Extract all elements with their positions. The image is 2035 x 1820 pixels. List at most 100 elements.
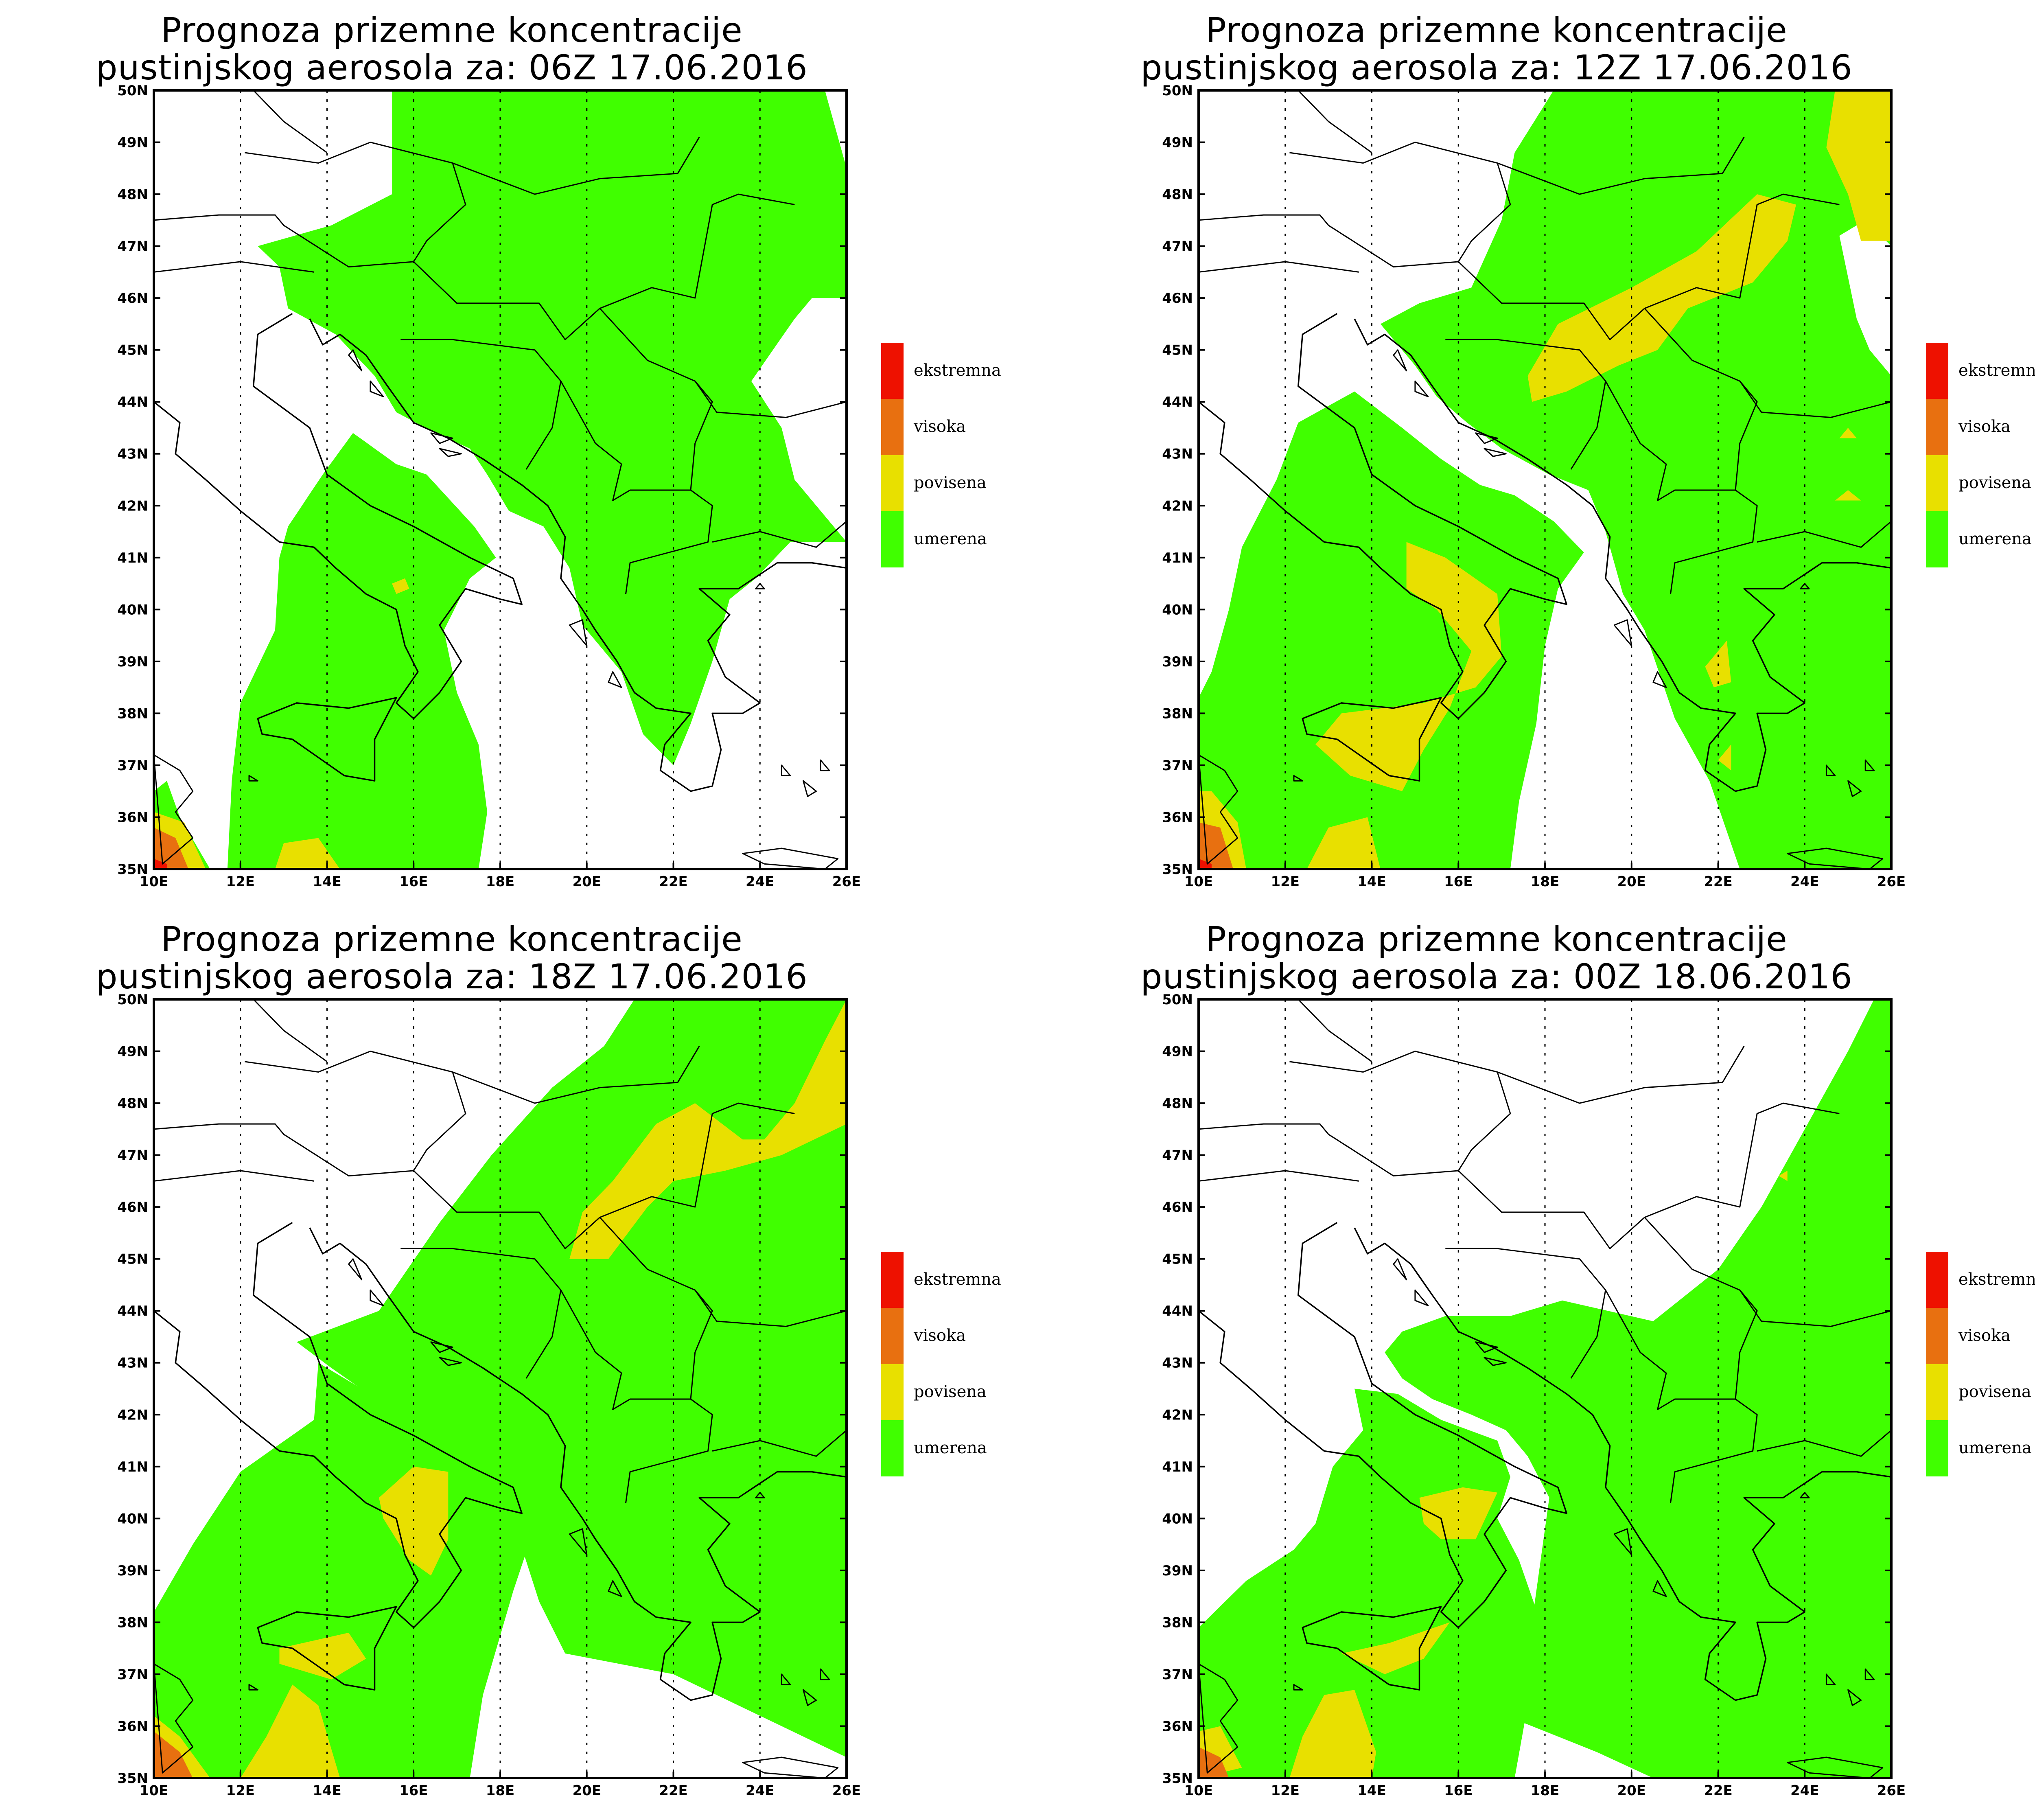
concentration-area — [1839, 428, 1857, 438]
legend-label: povisena — [1958, 473, 2031, 492]
lon-tick-label: 10E — [140, 874, 168, 890]
country-border — [560, 1290, 713, 1503]
country-border — [1757, 1430, 1891, 1457]
lat-tick-label: 42N — [1162, 1407, 1193, 1423]
balkan-coastline — [309, 1227, 847, 1701]
lat-tick-label: 45N — [117, 1251, 148, 1268]
concentration-area — [1380, 90, 1891, 869]
country-border — [1644, 308, 1758, 491]
lon-tick-label: 20E — [1617, 1783, 1646, 1799]
legend-swatch — [1926, 1252, 1948, 1308]
island-outline — [370, 380, 384, 397]
island-outline — [154, 1663, 194, 1774]
legend: ekstremna visoka povisena umerena — [881, 1252, 1001, 1476]
island-outline — [742, 848, 839, 869]
legend-label: umerena — [1958, 1439, 2032, 1457]
island-outline — [1613, 619, 1632, 647]
lat-tick-label: 44N — [1162, 1303, 1193, 1319]
concentration-area — [1199, 859, 1212, 869]
concentration-area — [1341, 1622, 1450, 1674]
island-outline — [430, 432, 453, 444]
island-outline — [1825, 764, 1836, 776]
title-line-2: pustinjskog aerosola za: 00Z 18.06.2016 — [1140, 957, 1853, 997]
legend-label: povisena — [914, 473, 987, 492]
country-border — [413, 1072, 466, 1171]
island-outline — [1475, 1341, 1498, 1353]
legend-swatch — [1926, 399, 1948, 455]
lat-tick-label: 49N — [117, 1044, 148, 1060]
title-line-2: pustinjskog aerosola za: 18Z 17.06.2016 — [96, 957, 808, 997]
lon-tick-label: 12E — [1271, 1783, 1300, 1799]
concentration-area — [1199, 1389, 1541, 1778]
lat-tick-label: 36N — [117, 809, 148, 826]
country-border — [400, 1248, 562, 1379]
concentration-area — [154, 859, 167, 869]
island-outline — [1475, 432, 1498, 444]
legend-swatch — [881, 1308, 904, 1364]
lon-tick-label: 16E — [399, 874, 428, 890]
country-border — [1298, 90, 1372, 153]
lon-tick-label: 12E — [226, 874, 255, 890]
lat-tick-label: 39N — [117, 654, 148, 670]
island-outline — [1199, 754, 1239, 865]
lon-tick-label: 18E — [1531, 874, 1560, 890]
lat-tick-label: 45N — [1162, 1251, 1193, 1268]
concentration-area — [297, 999, 847, 1757]
lon-tick-label: 26E — [1877, 874, 1906, 890]
island-outline — [569, 1528, 588, 1556]
country-border — [154, 1102, 795, 1249]
island-outline — [439, 448, 462, 457]
lat-tick-label: 48N — [1162, 186, 1193, 203]
concentration-area — [154, 1362, 531, 1778]
lon-tick-label: 10E — [1184, 1783, 1213, 1799]
lon-tick-label: 10E — [140, 1783, 168, 1799]
country-border — [1199, 261, 1359, 273]
country-border — [712, 1430, 847, 1457]
title-line-1: Prognoza prizemne koncentracije — [1206, 919, 1788, 959]
italy-coastline — [154, 313, 523, 719]
country-border — [694, 1290, 847, 1327]
title-line-1: Prognoza prizemne koncentracije — [161, 919, 743, 959]
coastlines-borders — [154, 90, 847, 869]
axes: 50N 49N 48N 47N 46N 45N 44N 43N 42N 41N 40N 39N 38N 3… — [117, 992, 861, 1799]
country-border — [712, 521, 847, 548]
lon-tick-label: 14E — [1357, 874, 1386, 890]
sicily-coastline — [1302, 697, 1442, 782]
concentration-area — [1199, 391, 1584, 869]
concentration-area — [1289, 1690, 1376, 1778]
lat-tick-label: 41N — [1162, 1459, 1193, 1475]
legend-swatch — [881, 511, 904, 567]
panel-title: Prognoza prizemne koncentracije pustinjs… — [1110, 920, 1883, 995]
lat-tick-label: 43N — [117, 446, 148, 462]
lon-tick-label: 24E — [746, 874, 775, 890]
lat-tick-label: 47N — [117, 239, 148, 255]
lat-tick-label: 44N — [1162, 394, 1193, 410]
lat-tick-label: 49N — [1162, 135, 1193, 151]
island-outline — [439, 1357, 462, 1366]
lat-tick-label: 42N — [1162, 498, 1193, 514]
country-border — [1458, 163, 1511, 262]
panel-title: Prognoza prizemne koncentracije pustinjs… — [65, 11, 838, 86]
lat-tick-label: 40N — [117, 1511, 148, 1527]
country-border — [413, 163, 466, 262]
lat-tick-label: 41N — [117, 550, 148, 566]
legend-label: visoka — [1958, 1326, 2011, 1345]
concentration-area — [275, 838, 340, 869]
legend-swatch — [1926, 1420, 1948, 1476]
lat-tick-label: 40N — [117, 602, 148, 618]
lat-tick-label: 35N — [117, 861, 148, 878]
lon-tick-label: 18E — [1531, 1783, 1560, 1799]
lat-tick-label: 49N — [117, 135, 148, 151]
italy-coastline — [154, 1222, 523, 1628]
lat-tick-label: 50N — [117, 83, 148, 99]
country-border — [1605, 381, 1758, 594]
concentration-area — [1306, 817, 1381, 869]
legend-swatch — [1926, 455, 1948, 511]
lat-tick-label: 42N — [117, 1407, 148, 1423]
island-outline — [154, 754, 194, 865]
balkan-coastline — [1354, 318, 1891, 792]
lat-tick-label: 41N — [1162, 550, 1193, 566]
lon-tick-label: 24E — [1790, 1783, 1819, 1799]
lat-tick-label: 35N — [1162, 861, 1193, 878]
